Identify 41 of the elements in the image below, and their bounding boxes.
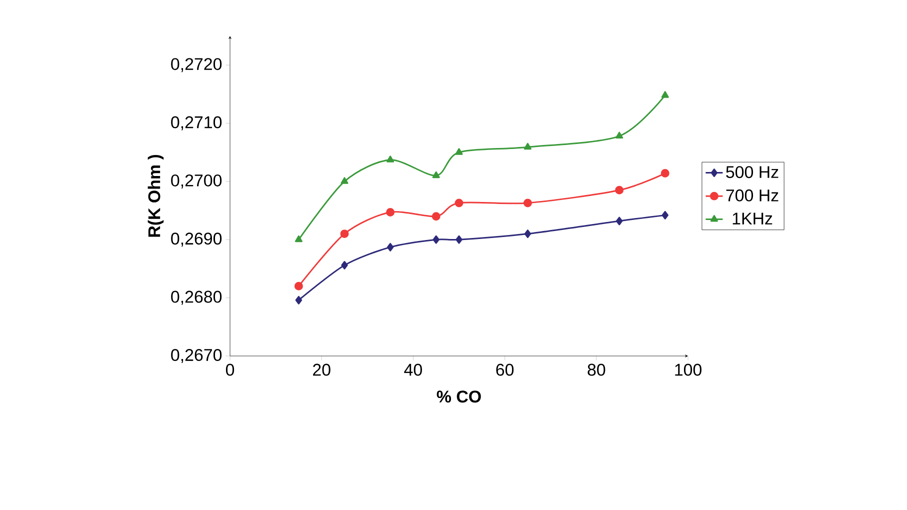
point	[524, 142, 532, 150]
point	[386, 242, 394, 252]
y-tick-label: 0,2710	[171, 116, 222, 130]
x-tick-label: 100	[675, 364, 702, 376]
point	[386, 208, 395, 217]
legend-label: 1KHz	[732, 212, 772, 224]
x-tick-label: 80	[588, 364, 606, 376]
y-tick-label: 0,2670	[171, 348, 222, 363]
x-tick-label: 60	[496, 364, 514, 376]
point	[455, 148, 463, 155]
point	[340, 177, 348, 184]
point	[294, 235, 302, 242]
point	[454, 198, 464, 208]
x-tick-label: 20	[313, 364, 330, 376]
point	[661, 91, 669, 98]
y-tick-label: 0,2680	[171, 290, 222, 305]
x-tick-label: 40	[404, 364, 422, 376]
point	[616, 216, 623, 226]
point	[524, 230, 532, 238]
point	[432, 235, 440, 244]
x-tick-label: 0	[226, 364, 234, 376]
point	[662, 210, 668, 220]
x-axis-title: % CO	[436, 390, 481, 403]
point	[615, 186, 624, 194]
point	[432, 212, 440, 221]
point	[386, 156, 394, 162]
y-tick-label: 0,2690	[171, 232, 222, 247]
point	[294, 282, 303, 290]
legend-label: 500 Hz	[726, 166, 778, 178]
point	[523, 198, 532, 208]
point	[341, 260, 348, 270]
y-tick-label: 0,2700	[171, 174, 222, 188]
legend-label: 700 Hz	[726, 189, 778, 202]
y-tick-label: 0,2720	[171, 58, 222, 72]
point	[295, 296, 302, 304]
point	[340, 230, 349, 238]
point	[432, 171, 440, 178]
y-axis-title: R(K Ohm )	[148, 154, 164, 237]
point	[616, 132, 624, 139]
point	[660, 169, 670, 178]
point	[456, 235, 462, 244]
